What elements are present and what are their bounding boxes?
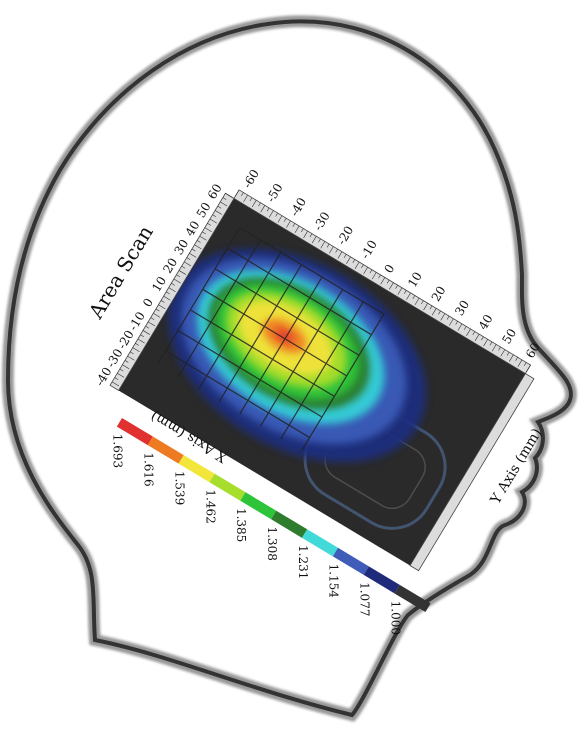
legend-label: 1.616 — [142, 452, 156, 486]
legend-swatch — [116, 418, 153, 446]
x-tick-label: 40 — [476, 312, 496, 332]
legend-swatch — [394, 584, 431, 612]
legend-label: 1.000 — [388, 601, 402, 635]
legend-label: 1.385 — [234, 508, 248, 542]
x-tick-label: 20 — [429, 284, 449, 304]
right-ruler — [409, 373, 535, 572]
y-tick-label: 10 — [149, 274, 169, 294]
legend-swatch — [332, 547, 369, 575]
x-axis-ruler — [233, 189, 532, 375]
legend-swatch — [240, 492, 277, 520]
legend-swatch — [301, 529, 339, 557]
x-tick-label: 50 — [499, 326, 519, 346]
legend-label: 1.231 — [296, 545, 310, 579]
legend-label: 1.154 — [327, 564, 341, 599]
scan-grid — [156, 227, 385, 452]
y-tick-label: 40 — [183, 218, 203, 238]
y-tick-label: 50 — [194, 200, 214, 220]
x-tick-label: 30 — [452, 298, 472, 318]
y-tick-label: 30 — [171, 237, 191, 257]
x-tick-label: 60 — [523, 340, 543, 360]
x-tick-label: 10 — [405, 269, 425, 289]
legend-label: 1.077 — [358, 582, 372, 616]
legend-swatch — [178, 455, 215, 483]
y-tick-label: 20 — [160, 255, 180, 275]
legend-swatch — [147, 436, 184, 464]
legend-label: 1.308 — [265, 526, 279, 560]
y-tick-label: 60 — [205, 181, 225, 201]
color-legend: 1.693 1.616 1.539 1.462 1.385 1.308 1.231 1.154… — [111, 418, 431, 635]
legend-swatch — [271, 510, 308, 538]
legend-swatch — [363, 566, 400, 594]
legend-label: 1.693 — [111, 434, 125, 468]
legend-label: 1.539 — [172, 471, 186, 505]
y-axis-ruler — [109, 192, 235, 391]
legend-swatch — [209, 473, 246, 501]
legend-label: 1.462 — [203, 489, 217, 523]
